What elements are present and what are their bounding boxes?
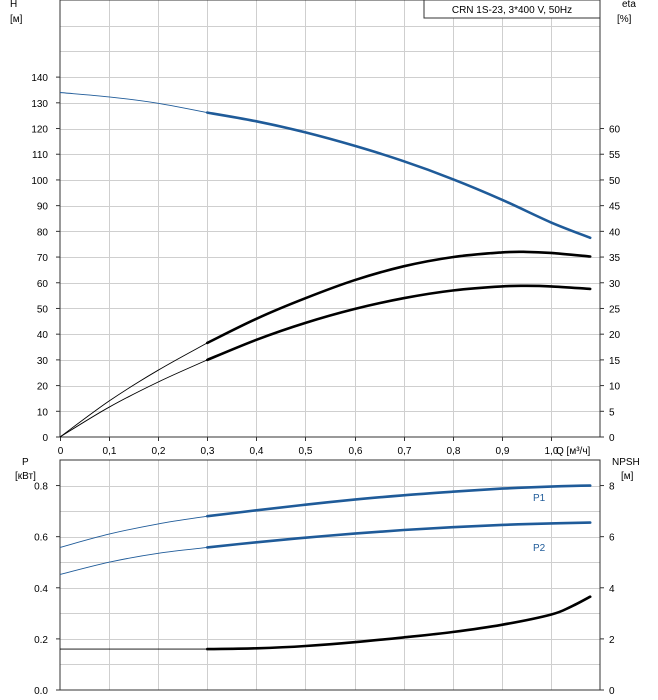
npsh-tick-label: 0 xyxy=(609,686,615,697)
top-series-2-operating-line xyxy=(206,284,592,362)
p-tick-label: 0.2 xyxy=(34,635,48,646)
y-left-tick-label: 60 xyxy=(37,279,49,290)
npsh-tick-label: 8 xyxy=(609,482,615,493)
y-right-tick-label: 35 xyxy=(609,253,621,264)
x-tick-label: 1,0 xyxy=(545,446,559,457)
y-left-tick-label: 130 xyxy=(31,99,48,110)
bottom-series-0-operating-line xyxy=(206,484,592,518)
series-label-p2: P2 xyxy=(533,543,546,554)
p-tick-label: 0.6 xyxy=(34,533,48,544)
y-left-tick-label: 30 xyxy=(37,356,49,367)
npsh-tick-label: 4 xyxy=(609,584,615,595)
axis-ticks: 0 0,1 0,2 0,3 0,4 0,5 0,6 0,7 0,8 0,9 1,0010203040… xyxy=(31,73,620,697)
x-tick-label: 0,6 xyxy=(349,446,363,457)
top-chart-frame xyxy=(59,0,601,438)
bottom-series-1-operating-line xyxy=(206,521,592,549)
series-label-p1: P1 xyxy=(533,493,546,504)
x-tick-label: 0,8 xyxy=(447,446,461,457)
x-tick-label: 0,7 xyxy=(398,446,412,457)
y-left-tick-label: 110 xyxy=(32,150,48,161)
x-tick-label: 0,9 xyxy=(496,446,510,457)
p-tick-label: 0.0 xyxy=(34,686,48,697)
p-axis-unit: [кВт] xyxy=(15,471,36,482)
y-left-tick-label: 50 xyxy=(37,304,49,315)
y-right-tick-label: 0 xyxy=(609,433,615,444)
npsh-axis-unit: [м] xyxy=(621,471,634,482)
y-left-tick-label: 140 xyxy=(31,73,48,84)
y-left-tick-label: 70 xyxy=(37,253,49,264)
bottom-chart-frame xyxy=(59,459,601,691)
bottom-series-2-operating-line xyxy=(206,595,592,651)
npsh-tick-label: 2 xyxy=(609,635,615,646)
eta-axis-label: eta xyxy=(622,0,636,10)
y-right-tick-label: 40 xyxy=(609,227,621,238)
y-right-tick-label: 25 xyxy=(609,304,621,315)
y-right-tick-label: 15 xyxy=(609,356,621,367)
top-series-1-operating-line xyxy=(206,250,592,345)
y-left-tick-label: 40 xyxy=(37,330,49,341)
y-left-tick-label: 120 xyxy=(31,125,48,136)
top-series-0-extended-line xyxy=(59,92,208,114)
top-series-2-extended-line xyxy=(59,359,208,438)
bottom-series-0-extended-line xyxy=(59,515,208,548)
title-box xyxy=(423,0,601,19)
h-axis-label: H xyxy=(10,0,17,10)
x-tick-label: 0 xyxy=(58,446,64,457)
bottom-series-1-extended-line xyxy=(59,546,208,575)
x-tick-label: 0,2 xyxy=(152,446,166,457)
y-right-tick-label: 55 xyxy=(609,150,621,161)
y-right-tick-label: 60 xyxy=(609,125,621,136)
p-axis-label: P xyxy=(22,457,29,468)
y-right-tick-label: 30 xyxy=(609,279,621,290)
y-right-tick-label: 45 xyxy=(609,202,621,213)
top-series-0-operating-line xyxy=(206,111,592,240)
y-left-tick-label: 80 xyxy=(37,227,49,238)
bottom-chart-grid xyxy=(60,460,600,690)
x-tick-label: 0,5 xyxy=(299,446,313,457)
y-left-tick-label: 10 xyxy=(37,407,49,418)
top-series-1-extended-line xyxy=(59,342,208,438)
x-tick-label: 0,3 xyxy=(201,446,215,457)
y-right-tick-label: 50 xyxy=(609,176,621,187)
y-left-tick-label: 0 xyxy=(42,433,48,444)
series-lines xyxy=(59,92,592,651)
x-tick-label: 0,4 xyxy=(250,446,264,457)
npsh-axis-label: NPSH xyxy=(612,457,640,468)
y-left-tick-label: 100 xyxy=(31,176,48,187)
y-left-tick-label: 20 xyxy=(37,382,49,393)
npsh-tick-label: 6 xyxy=(609,533,615,544)
top-chart-grid xyxy=(60,0,600,437)
y-right-tick-label: 10 xyxy=(609,382,621,393)
p-tick-label: 0.8 xyxy=(34,482,48,493)
y-right-tick-label: 5 xyxy=(609,407,615,418)
h-axis-unit: [м] xyxy=(10,14,23,25)
chart-title: CRN 1S-23, 3*400 V, 50Hz xyxy=(452,5,572,16)
eta-axis-unit: [%] xyxy=(617,14,632,25)
x-tick-label: 0,1 xyxy=(103,446,117,457)
y-right-tick-label: 20 xyxy=(609,330,621,341)
q-axis-label: Q [м³/ч] xyxy=(556,446,591,457)
y-left-tick-label: 90 xyxy=(37,202,49,213)
p-tick-label: 0.4 xyxy=(34,584,48,595)
